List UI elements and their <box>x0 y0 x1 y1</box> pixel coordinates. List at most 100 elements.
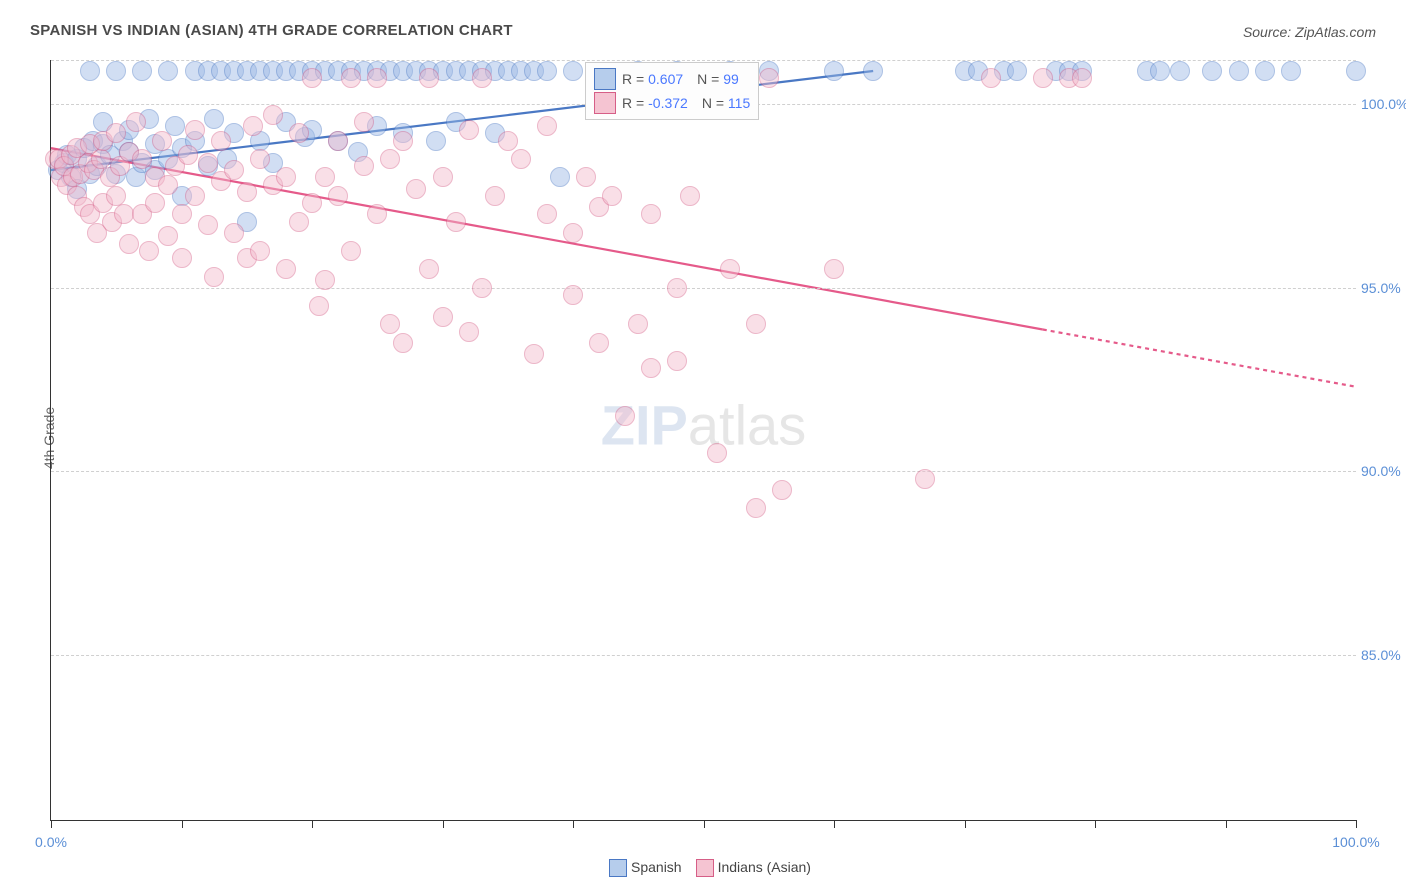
data-point <box>354 112 374 132</box>
data-point <box>185 186 205 206</box>
data-point <box>393 333 413 353</box>
data-point <box>315 167 335 187</box>
data-point <box>433 307 453 327</box>
data-point <box>328 131 348 151</box>
trend-lines <box>51 60 1356 820</box>
data-point <box>720 259 740 279</box>
data-point <box>498 131 518 151</box>
data-point <box>1281 61 1301 81</box>
data-point <box>309 296 329 316</box>
data-point <box>537 204 557 224</box>
legend-label: Indians (Asian) <box>718 859 811 875</box>
data-point <box>759 68 779 88</box>
data-point <box>1346 61 1366 81</box>
data-point <box>419 68 439 88</box>
x-label-end: 100.0% <box>1332 834 1379 850</box>
data-point <box>139 241 159 261</box>
data-point <box>406 179 426 199</box>
data-point <box>472 278 492 298</box>
data-point <box>198 215 218 235</box>
trend-line <box>1043 329 1356 386</box>
data-point <box>263 105 283 125</box>
data-point <box>426 131 446 151</box>
data-point <box>537 116 557 136</box>
data-point <box>863 61 883 81</box>
data-point <box>707 443 727 463</box>
x-tick <box>182 820 183 828</box>
data-point <box>393 131 413 151</box>
x-tick <box>1226 820 1227 828</box>
data-point <box>1007 61 1027 81</box>
x-tick <box>704 820 705 828</box>
data-point <box>1255 61 1275 81</box>
x-tick <box>965 820 966 828</box>
legend-swatch <box>594 92 616 114</box>
y-tick-label: 95.0% <box>1361 280 1406 296</box>
data-point <box>91 149 111 169</box>
data-point <box>485 186 505 206</box>
data-point <box>302 68 322 88</box>
data-point <box>211 131 231 151</box>
data-point <box>667 278 687 298</box>
data-point <box>354 156 374 176</box>
data-point <box>563 223 583 243</box>
data-point <box>106 61 126 81</box>
data-point <box>824 259 844 279</box>
data-point <box>224 160 244 180</box>
legend-swatch <box>696 859 714 877</box>
stats-legend-row: R = 0.607 N = 99 <box>594 67 750 91</box>
data-point <box>511 149 531 169</box>
data-point <box>667 351 687 371</box>
bottom-legend: SpanishIndians (Asian) <box>0 859 1406 877</box>
x-tick <box>443 820 444 828</box>
data-point <box>433 167 453 187</box>
gridline <box>51 471 1356 472</box>
data-point <box>119 234 139 254</box>
data-point <box>563 285 583 305</box>
data-point <box>1170 61 1190 81</box>
data-point <box>602 186 622 206</box>
data-point <box>981 68 1001 88</box>
gridline <box>51 288 1356 289</box>
data-point <box>563 61 583 81</box>
data-point <box>152 131 172 151</box>
stats-legend-row: R = -0.372 N = 115 <box>594 91 750 115</box>
data-point <box>276 259 296 279</box>
data-point <box>132 149 152 169</box>
data-point <box>537 61 557 81</box>
data-point <box>145 193 165 213</box>
data-point <box>367 204 387 224</box>
stats-text: R = -0.372 N = 115 <box>622 95 750 111</box>
data-point <box>367 68 387 88</box>
data-point <box>524 344 544 364</box>
data-point <box>341 68 361 88</box>
gridline <box>51 655 1356 656</box>
x-tick <box>51 820 52 828</box>
data-point <box>198 153 218 173</box>
data-point <box>576 167 596 187</box>
data-point <box>1150 61 1170 81</box>
data-point <box>237 182 257 202</box>
y-tick-label: 100.0% <box>1361 96 1406 112</box>
data-point <box>641 204 661 224</box>
data-point <box>459 120 479 140</box>
data-point <box>158 175 178 195</box>
chart-title: SPANISH VS INDIAN (ASIAN) 4TH GRADE CORR… <box>30 22 513 39</box>
data-point <box>472 68 492 88</box>
data-point <box>1033 68 1053 88</box>
x-tick <box>1095 820 1096 828</box>
data-point <box>158 61 178 81</box>
data-point <box>114 204 134 224</box>
data-point <box>1202 61 1222 81</box>
data-point <box>178 145 198 165</box>
data-point <box>628 314 648 334</box>
x-tick <box>1356 820 1357 828</box>
data-point <box>915 469 935 489</box>
data-point <box>446 212 466 232</box>
data-point <box>302 193 322 213</box>
data-point <box>250 241 270 261</box>
data-point <box>243 116 263 136</box>
x-tick <box>312 820 313 828</box>
data-point <box>158 226 178 246</box>
data-point <box>185 120 205 140</box>
